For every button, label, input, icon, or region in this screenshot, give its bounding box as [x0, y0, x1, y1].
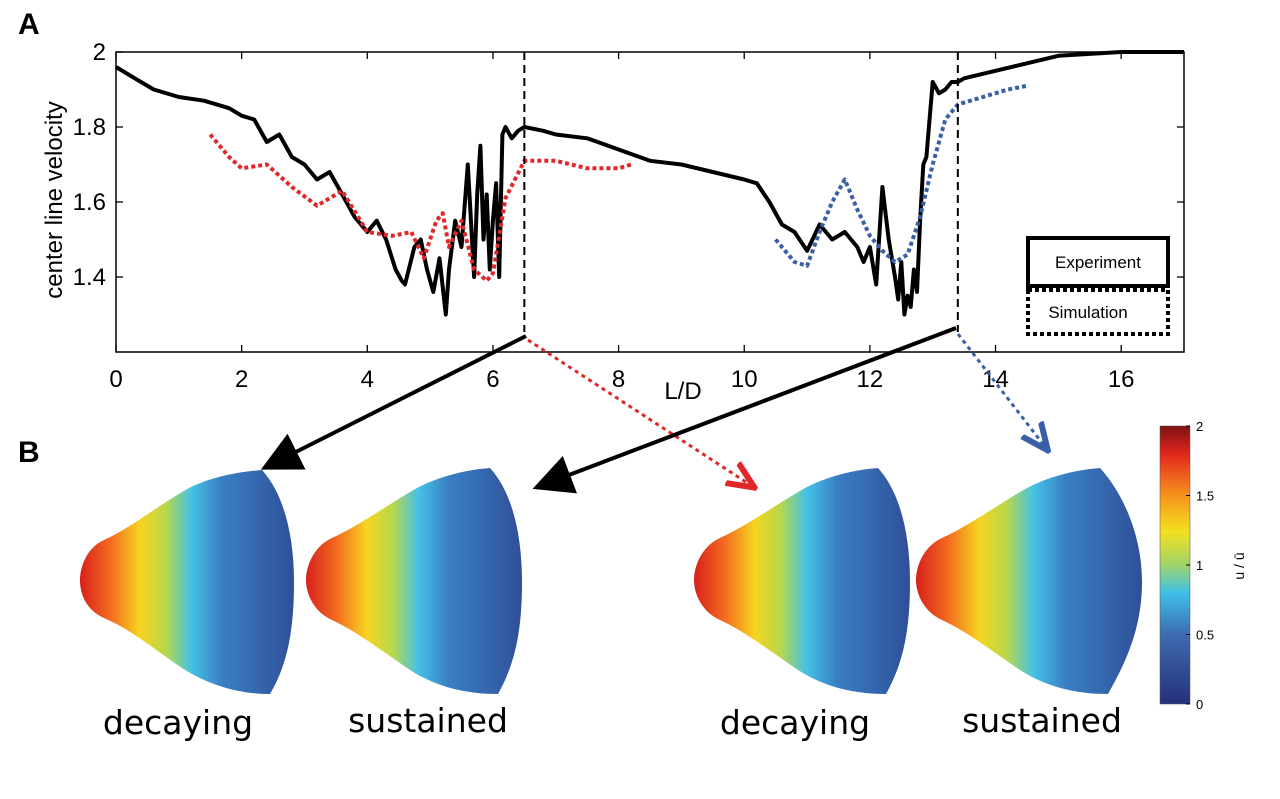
caption-decaying-2: decaying: [720, 703, 870, 742]
profile-2: [306, 468, 522, 694]
legend-box-simulation: [1026, 288, 1170, 336]
colorbar-tick-label: 1: [1196, 558, 1203, 573]
x-tick-label: 14: [982, 366, 1009, 393]
colorbar: 0 0.5 1 1.5 2 u / ū: [1159, 419, 1247, 712]
connector-arrows: [260, 326, 1046, 494]
arrow-to-sustained-1: [532, 326, 957, 494]
legend-box-experiment: [1026, 236, 1170, 288]
simulation-line-1: [208, 133, 632, 283]
colorbar-tick-label: 0: [1196, 697, 1203, 712]
profile-3: [694, 468, 910, 694]
x-tick-label: 6: [486, 366, 499, 393]
x-tick-label: 0: [109, 366, 122, 393]
colorbar-gradient: [1159, 425, 1191, 705]
axis-ticks: 0 2 4 6 8 10 12 14 16 1.4 1.6 1.8 2: [73, 39, 1184, 393]
caption-sustained-1: sustained: [348, 701, 508, 740]
colorbar-ticks: 0 0.5 1 1.5 2: [1186, 419, 1214, 712]
panel-letter-a: A: [18, 8, 40, 41]
panel-letter-b: B: [18, 436, 40, 469]
colorbar-tick-label: 0.5: [1196, 628, 1214, 643]
velocity-profile-decaying-1: [80, 470, 294, 694]
caption-sustained-2: sustained: [962, 701, 1122, 740]
arrow-to-decaying-2: [527, 338, 752, 486]
experiment-line: [114, 50, 1184, 317]
legend-label-simulation: Simulation: [1048, 303, 1127, 322]
arrow-to-decaying-1: [260, 334, 527, 470]
caption-decaying-1: decaying: [103, 703, 253, 742]
colorbar-label: u / ū: [1231, 552, 1247, 579]
x-tick-label: 10: [731, 366, 758, 393]
x-axis-label: L/D: [664, 378, 701, 405]
plot-frame: [115, 51, 1185, 353]
x-tick-label: 12: [857, 366, 884, 393]
x-tick-label: 8: [612, 366, 625, 393]
velocity-profile-decaying-2: [694, 468, 910, 694]
y-tick-label: 1.4: [73, 264, 106, 291]
velocity-profile-sustained-2: [916, 468, 1142, 694]
legend-label-experiment: Experiment: [1055, 253, 1141, 272]
y-tick-label: 2: [93, 39, 106, 66]
x-tick-label: 16: [1108, 366, 1135, 393]
profile-1: [80, 470, 294, 694]
colorbar-tick-label: 1.5: [1196, 489, 1214, 504]
profile-4: [916, 468, 1142, 694]
y-tick-label: 1.6: [73, 189, 106, 216]
x-tick-label: 2: [235, 366, 248, 393]
y-tick-label: 1.8: [73, 114, 106, 141]
series-layer: [114, 50, 1184, 317]
marker-layer: [523, 52, 959, 332]
colorbar-tick-label: 2: [1196, 419, 1203, 434]
velocity-profile-sustained-1: [306, 468, 522, 694]
arrow-to-sustained-2: [956, 333, 1046, 448]
y-axis-label: center line velocity: [41, 101, 68, 298]
legend: Experiment Simulation: [1026, 236, 1170, 336]
x-tick-label: 4: [361, 366, 374, 393]
simulation-line-2: [774, 83, 1028, 268]
